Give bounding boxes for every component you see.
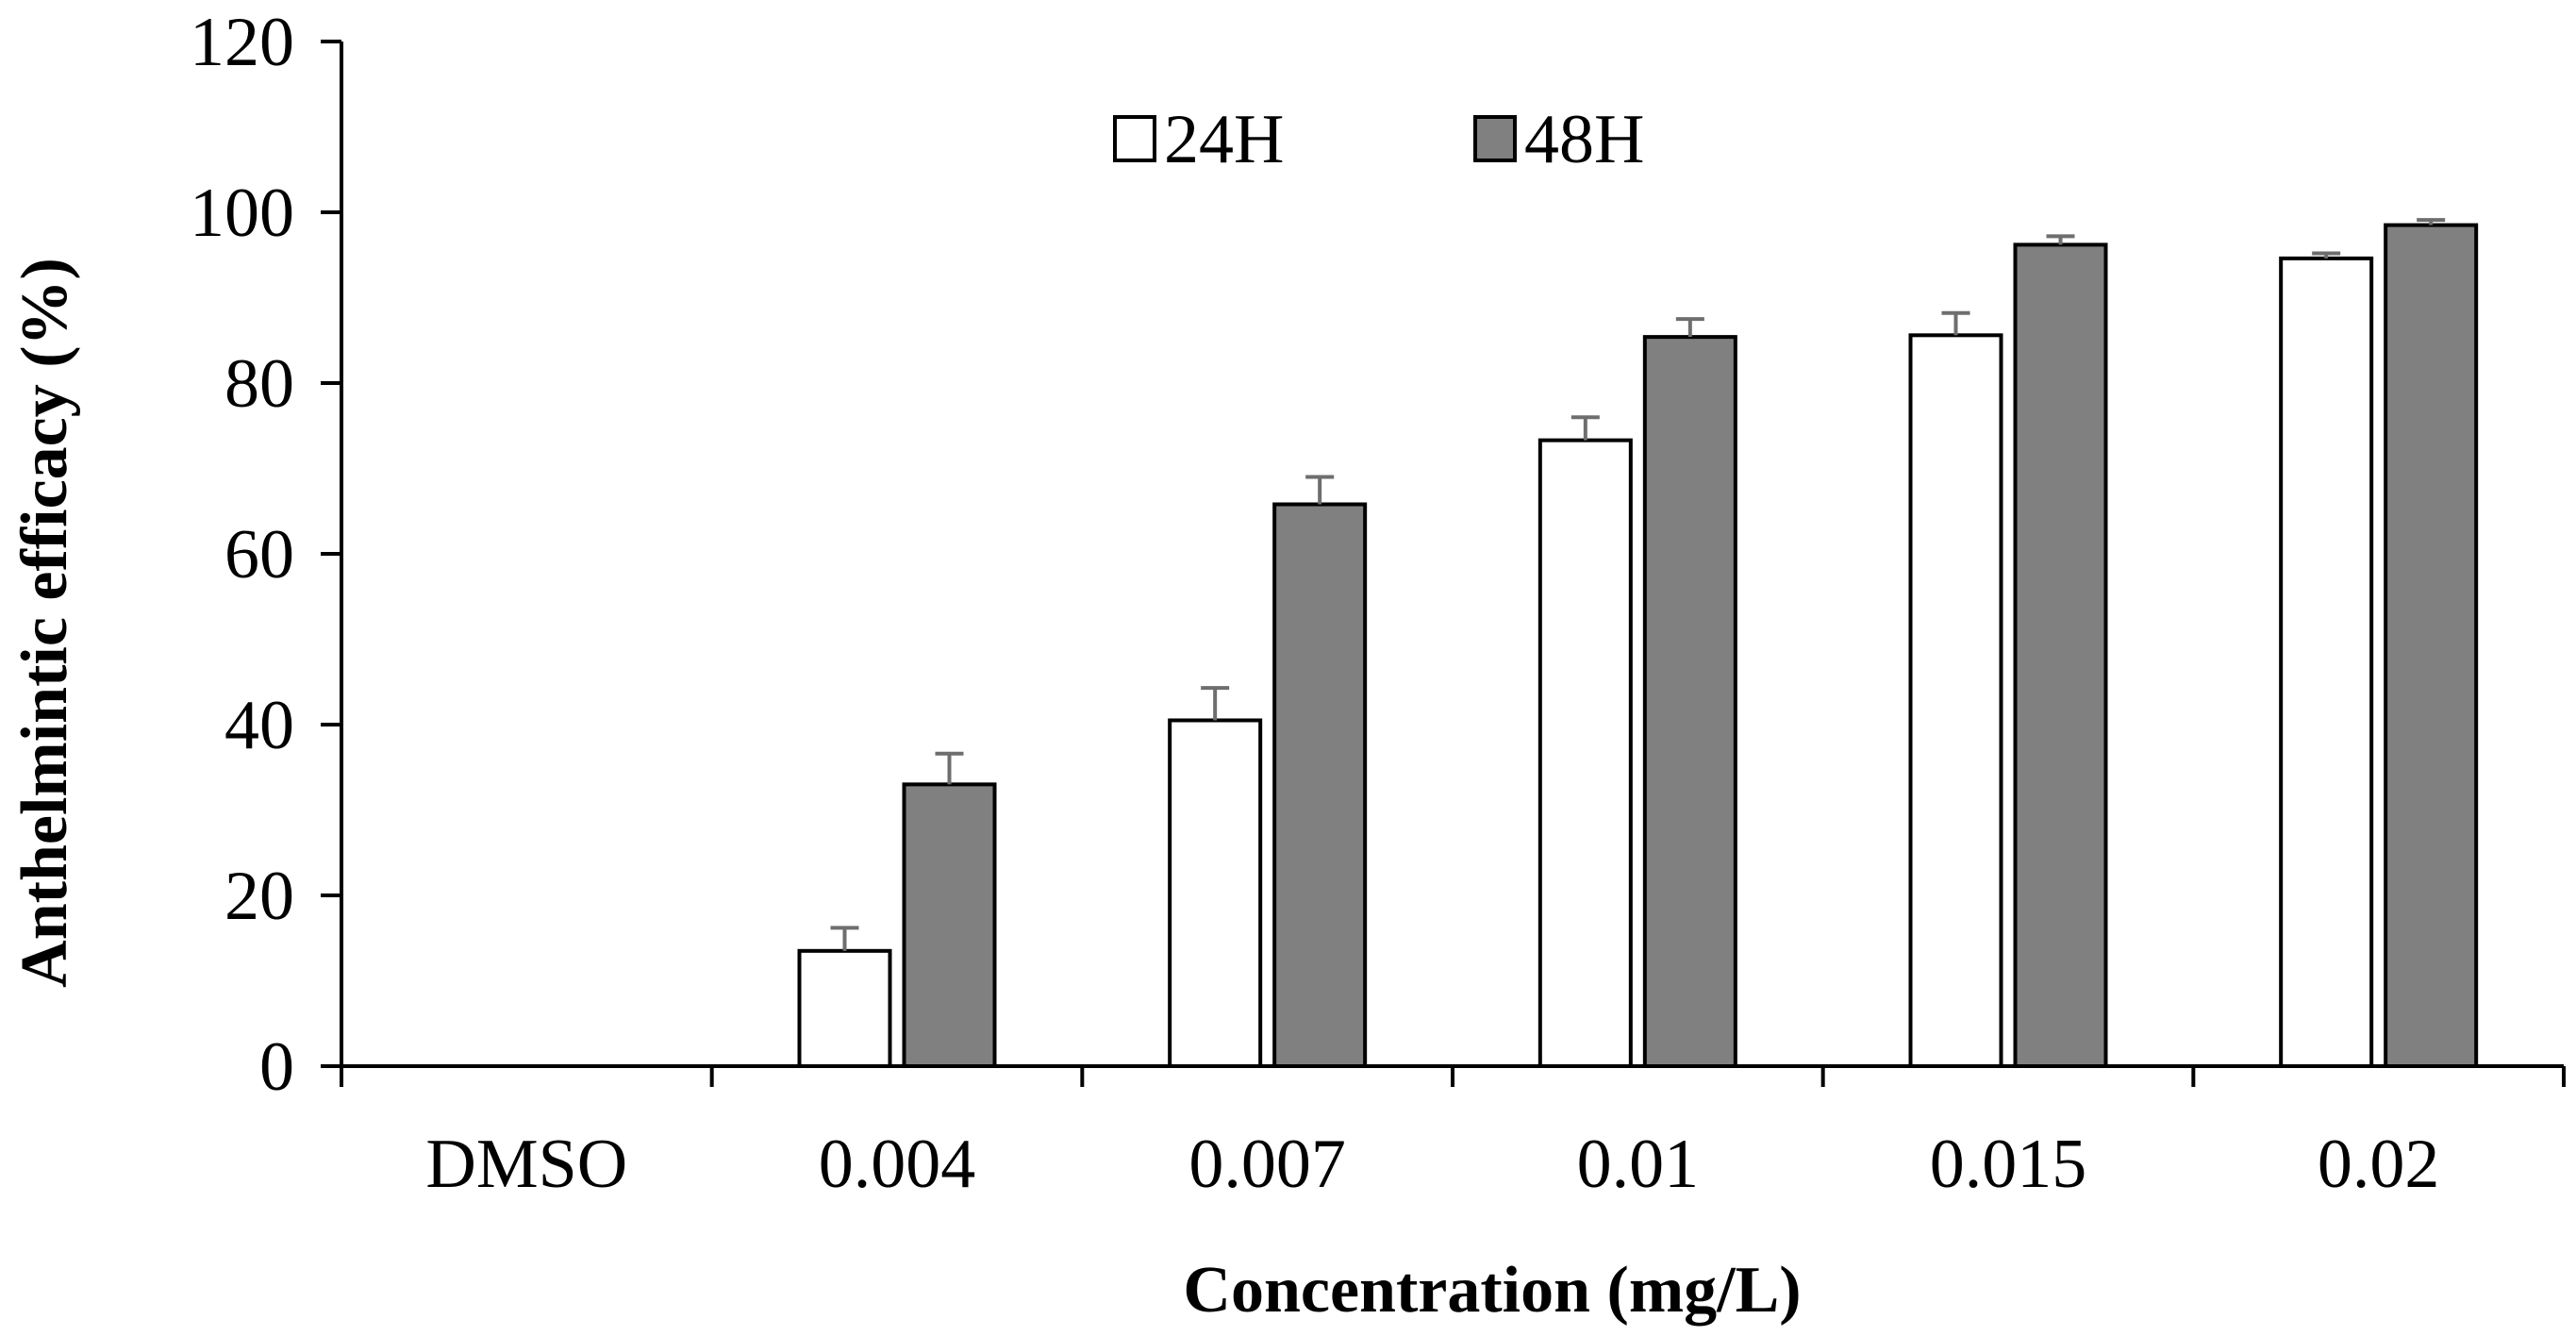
legend: 24H 48H	[1113, 101, 1644, 178]
legend-label-48h: 48H	[1524, 101, 1644, 178]
bar-48h-0.004	[902, 782, 997, 1068]
x-tick-label: 0.02	[2318, 1126, 2440, 1203]
y-tick-label: 60	[224, 516, 294, 593]
bar-48h-0.007	[1272, 502, 1368, 1068]
bar-24h-0.007	[1168, 718, 1263, 1068]
y-axis-title: Anthelmintic efficacy (%)	[8, 258, 81, 988]
y-tick-label: 0	[259, 1028, 294, 1106]
x-axis-title: Concentration (mg/L)	[1183, 1254, 1801, 1327]
y-tick-label: 80	[224, 345, 294, 423]
bar-24h-0.004	[797, 948, 892, 1069]
legend-swatch-24h	[1113, 115, 1156, 162]
y-tick-label: 40	[224, 687, 294, 764]
bar-24h-0.015	[1908, 333, 2003, 1068]
y-tick-label: 100	[190, 175, 294, 252]
bar-24h-0.01	[1537, 438, 1633, 1068]
x-tick-label: 0.004	[819, 1126, 976, 1203]
legend-label-24h: 24H	[1164, 101, 1284, 178]
x-tick-label: 0.01	[1577, 1126, 1700, 1203]
x-tick-label: DMSO	[425, 1126, 627, 1203]
bar-48h-0.01	[1642, 335, 1737, 1068]
bar-48h-0.02	[2384, 223, 2479, 1068]
x-tick-label: 0.015	[1930, 1126, 2087, 1203]
x-tick-label: 0.007	[1188, 1126, 1346, 1203]
bar-24h-0.02	[2279, 256, 2374, 1068]
y-tick-label: 120	[190, 4, 294, 81]
bar-48h-0.015	[2013, 242, 2108, 1068]
legend-swatch-48h	[1473, 115, 1517, 162]
y-tick-label: 20	[224, 858, 294, 935]
